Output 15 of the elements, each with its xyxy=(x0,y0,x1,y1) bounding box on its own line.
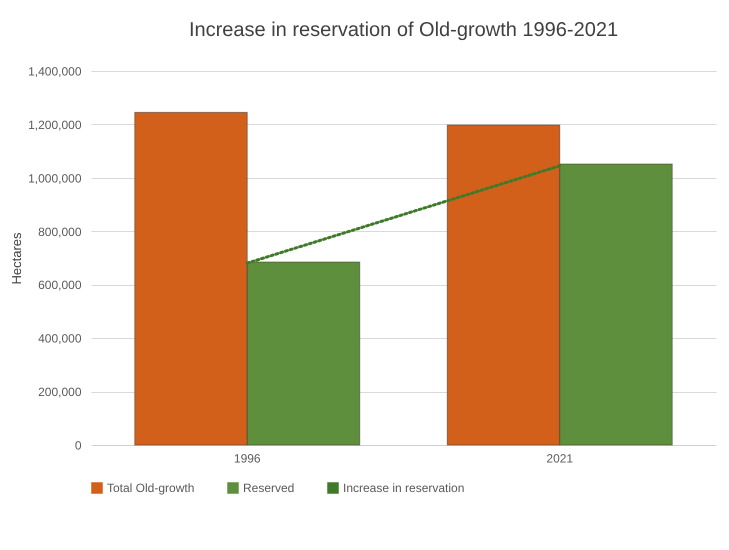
chart-title: Increase in reservation of Old-growth 1996-2021 xyxy=(188,19,618,41)
y-tick-label: 0 xyxy=(74,438,82,452)
y-tick-label: 1,000,000 xyxy=(28,171,82,186)
y-tick-label: 600,000 xyxy=(38,278,82,292)
x-tick-label: 2021 xyxy=(546,452,574,466)
y-tick-label: 1,200,000 xyxy=(28,118,82,132)
y-tick-label: 400,000 xyxy=(38,332,82,346)
y-tick-label: 800,000 xyxy=(38,224,82,239)
y-axis-title: Hectares xyxy=(9,232,24,285)
y-tick-label: 1,400,000 xyxy=(28,64,82,78)
x-tick-label: 1996 xyxy=(234,452,261,466)
legend-label: Reserved xyxy=(243,481,294,495)
y-tick-label: 200,000 xyxy=(38,385,82,400)
legend-label: Total Old-growth xyxy=(107,481,194,495)
legend-label: Increase in reservation xyxy=(343,481,464,495)
